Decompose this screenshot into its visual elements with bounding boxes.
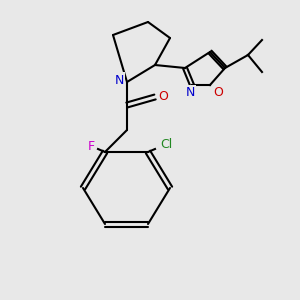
Text: Cl: Cl: [160, 137, 172, 151]
Text: N: N: [185, 86, 195, 100]
Text: O: O: [213, 86, 223, 100]
Text: N: N: [114, 74, 124, 86]
Text: O: O: [158, 91, 168, 103]
Text: F: F: [87, 140, 94, 154]
